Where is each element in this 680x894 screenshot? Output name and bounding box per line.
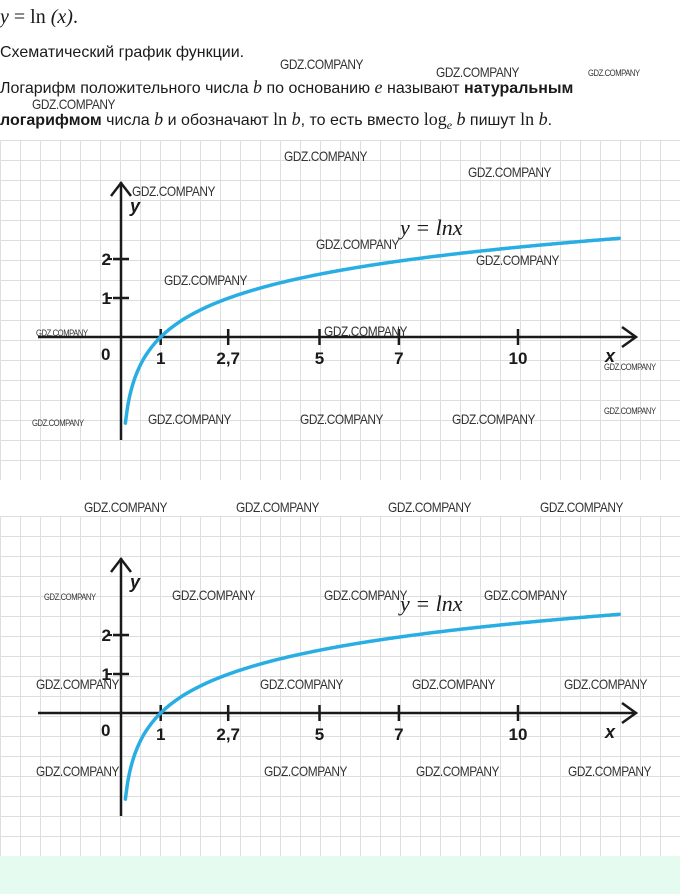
math-ln: ln xyxy=(520,109,535,129)
watermark: GDZ.COMPANY xyxy=(436,64,520,80)
y-tick-label: 2 xyxy=(102,250,111,269)
ln-plot-svg: y x 0 1 2,7 5 7 10 1 2 y = lnx xyxy=(38,180,639,440)
text-part: . xyxy=(547,112,553,129)
formula-lhs: y xyxy=(0,6,9,28)
watermark: GDZ.COMPANY xyxy=(412,676,496,692)
watermark: GDZ.COMPANY xyxy=(32,418,84,428)
ln-plot-svg: y x 0 1 2,7 5 7 10 1 2 y = lnx xyxy=(38,556,639,816)
math-b: b xyxy=(291,109,301,129)
watermark: GDZ.COMPANY xyxy=(452,411,536,427)
x-tick-label: 10 xyxy=(509,725,528,744)
y-tick-label: 1 xyxy=(102,665,111,684)
watermark: GDZ.COMPANY xyxy=(316,236,400,252)
formula-end: . xyxy=(72,6,78,28)
x-tick-label: 5 xyxy=(315,725,324,744)
watermark: GDZ.COMPANY xyxy=(484,587,568,603)
y-axis-label: y xyxy=(129,196,141,216)
x-tick-label: 1 xyxy=(156,725,165,744)
watermark: GDZ.COMPANY xyxy=(132,183,216,199)
watermark: GDZ.COMPANY xyxy=(604,362,656,372)
math-log: log xyxy=(423,109,447,129)
text-part: числа xyxy=(101,112,155,129)
x-tick-label: 2,7 xyxy=(216,349,240,368)
watermark: GDZ.COMPANY xyxy=(588,68,640,78)
watermark: GDZ.COMPANY xyxy=(260,676,344,692)
x-axis-label: x xyxy=(604,346,616,366)
text-part: называют xyxy=(382,80,465,97)
math-e: e xyxy=(374,77,383,97)
y-axis-label: y xyxy=(129,572,141,592)
math-b: b xyxy=(253,77,263,97)
ln-curve xyxy=(123,236,621,425)
x-tick-label: 7 xyxy=(394,349,403,368)
y-tick-label: 1 xyxy=(102,289,111,308)
x-axis-arrow xyxy=(621,325,639,349)
formula-arg: (x) xyxy=(50,6,73,28)
watermark: GDZ.COMPANY xyxy=(236,499,320,515)
origin-label: 0 xyxy=(101,721,110,740)
graph-ln-2: y x 0 1 2,7 5 7 10 1 2 y = lnx xyxy=(0,516,680,856)
watermark: GDZ.COMPANY xyxy=(324,323,408,339)
text-part: , то есть вместо xyxy=(300,112,424,129)
definition-paragraph: Логарифм положительного числа b по основ… xyxy=(0,72,676,140)
x-tick-label: 10 xyxy=(509,349,528,368)
watermark: GDZ.COMPANY xyxy=(476,252,560,268)
watermark: GDZ.COMPANY xyxy=(36,676,120,692)
y-axis-arrow xyxy=(110,180,132,197)
x-tick-label: 7 xyxy=(394,725,403,744)
watermark: GDZ.COMPANY xyxy=(604,406,656,416)
math-b: b xyxy=(154,109,164,129)
y-axis-arrow xyxy=(110,556,132,573)
x-axis-arrow xyxy=(621,701,639,725)
x-axis-label: x xyxy=(604,722,616,742)
bold-term: натуральным логарифмом xyxy=(0,80,574,129)
watermark: GDZ.COMPANY xyxy=(416,763,500,779)
math-sub-e: e xyxy=(446,118,453,133)
top-formula: y = ln (x). xyxy=(0,6,78,29)
watermark: GDZ.COMPANY xyxy=(264,763,348,779)
text-part: пишут xyxy=(465,112,521,129)
formula-eq: = xyxy=(13,6,26,28)
x-tick-label: 2,7 xyxy=(216,725,240,744)
y-tick-label: 2 xyxy=(102,626,111,645)
watermark: GDZ.COMPANY xyxy=(568,763,652,779)
watermark: GDZ.COMPANY xyxy=(300,411,384,427)
graph-ln-1: y x 0 1 2,7 5 7 10 1 2 y = lnx xyxy=(0,140,680,480)
text-part: и обозначают xyxy=(163,112,274,129)
watermark: GDZ.COMPANY xyxy=(164,272,248,288)
text-part: Логарифм положительного числа xyxy=(0,80,254,97)
x-tick-label: 5 xyxy=(315,349,324,368)
watermark: GDZ.COMPANY xyxy=(36,328,88,338)
watermark: GDZ.COMPANY xyxy=(32,96,116,112)
math-b: b xyxy=(456,109,466,129)
watermark: GDZ.COMPANY xyxy=(388,499,472,515)
math-b: b xyxy=(538,109,548,129)
watermark: GDZ.COMPANY xyxy=(284,148,368,164)
watermark: GDZ.COMPANY xyxy=(540,499,624,515)
watermark: GDZ.COMPANY xyxy=(36,763,120,779)
curve-label: y = lnx xyxy=(398,591,463,616)
formula-fn: ln xyxy=(30,6,46,28)
bottom-band xyxy=(0,856,680,894)
math-ln: ln xyxy=(273,109,288,129)
watermark: GDZ.COMPANY xyxy=(84,499,168,515)
ln-curve xyxy=(123,612,621,801)
curve-label: y = lnx xyxy=(398,215,463,240)
watermark: GDZ.COMPANY xyxy=(468,164,552,180)
origin-label: 0 xyxy=(101,345,110,364)
watermark: GDZ.COMPANY xyxy=(172,587,256,603)
watermark: GDZ.COMPANY xyxy=(324,587,408,603)
text-part: по основанию xyxy=(262,80,375,97)
x-tick-label: 1 xyxy=(156,349,165,368)
watermark: GDZ.COMPANY xyxy=(280,56,364,72)
subtitle: Схематический график функции. xyxy=(0,44,245,61)
watermark: GDZ.COMPANY xyxy=(44,592,96,602)
watermark: GDZ.COMPANY xyxy=(148,411,232,427)
watermark: GDZ.COMPANY xyxy=(564,676,648,692)
